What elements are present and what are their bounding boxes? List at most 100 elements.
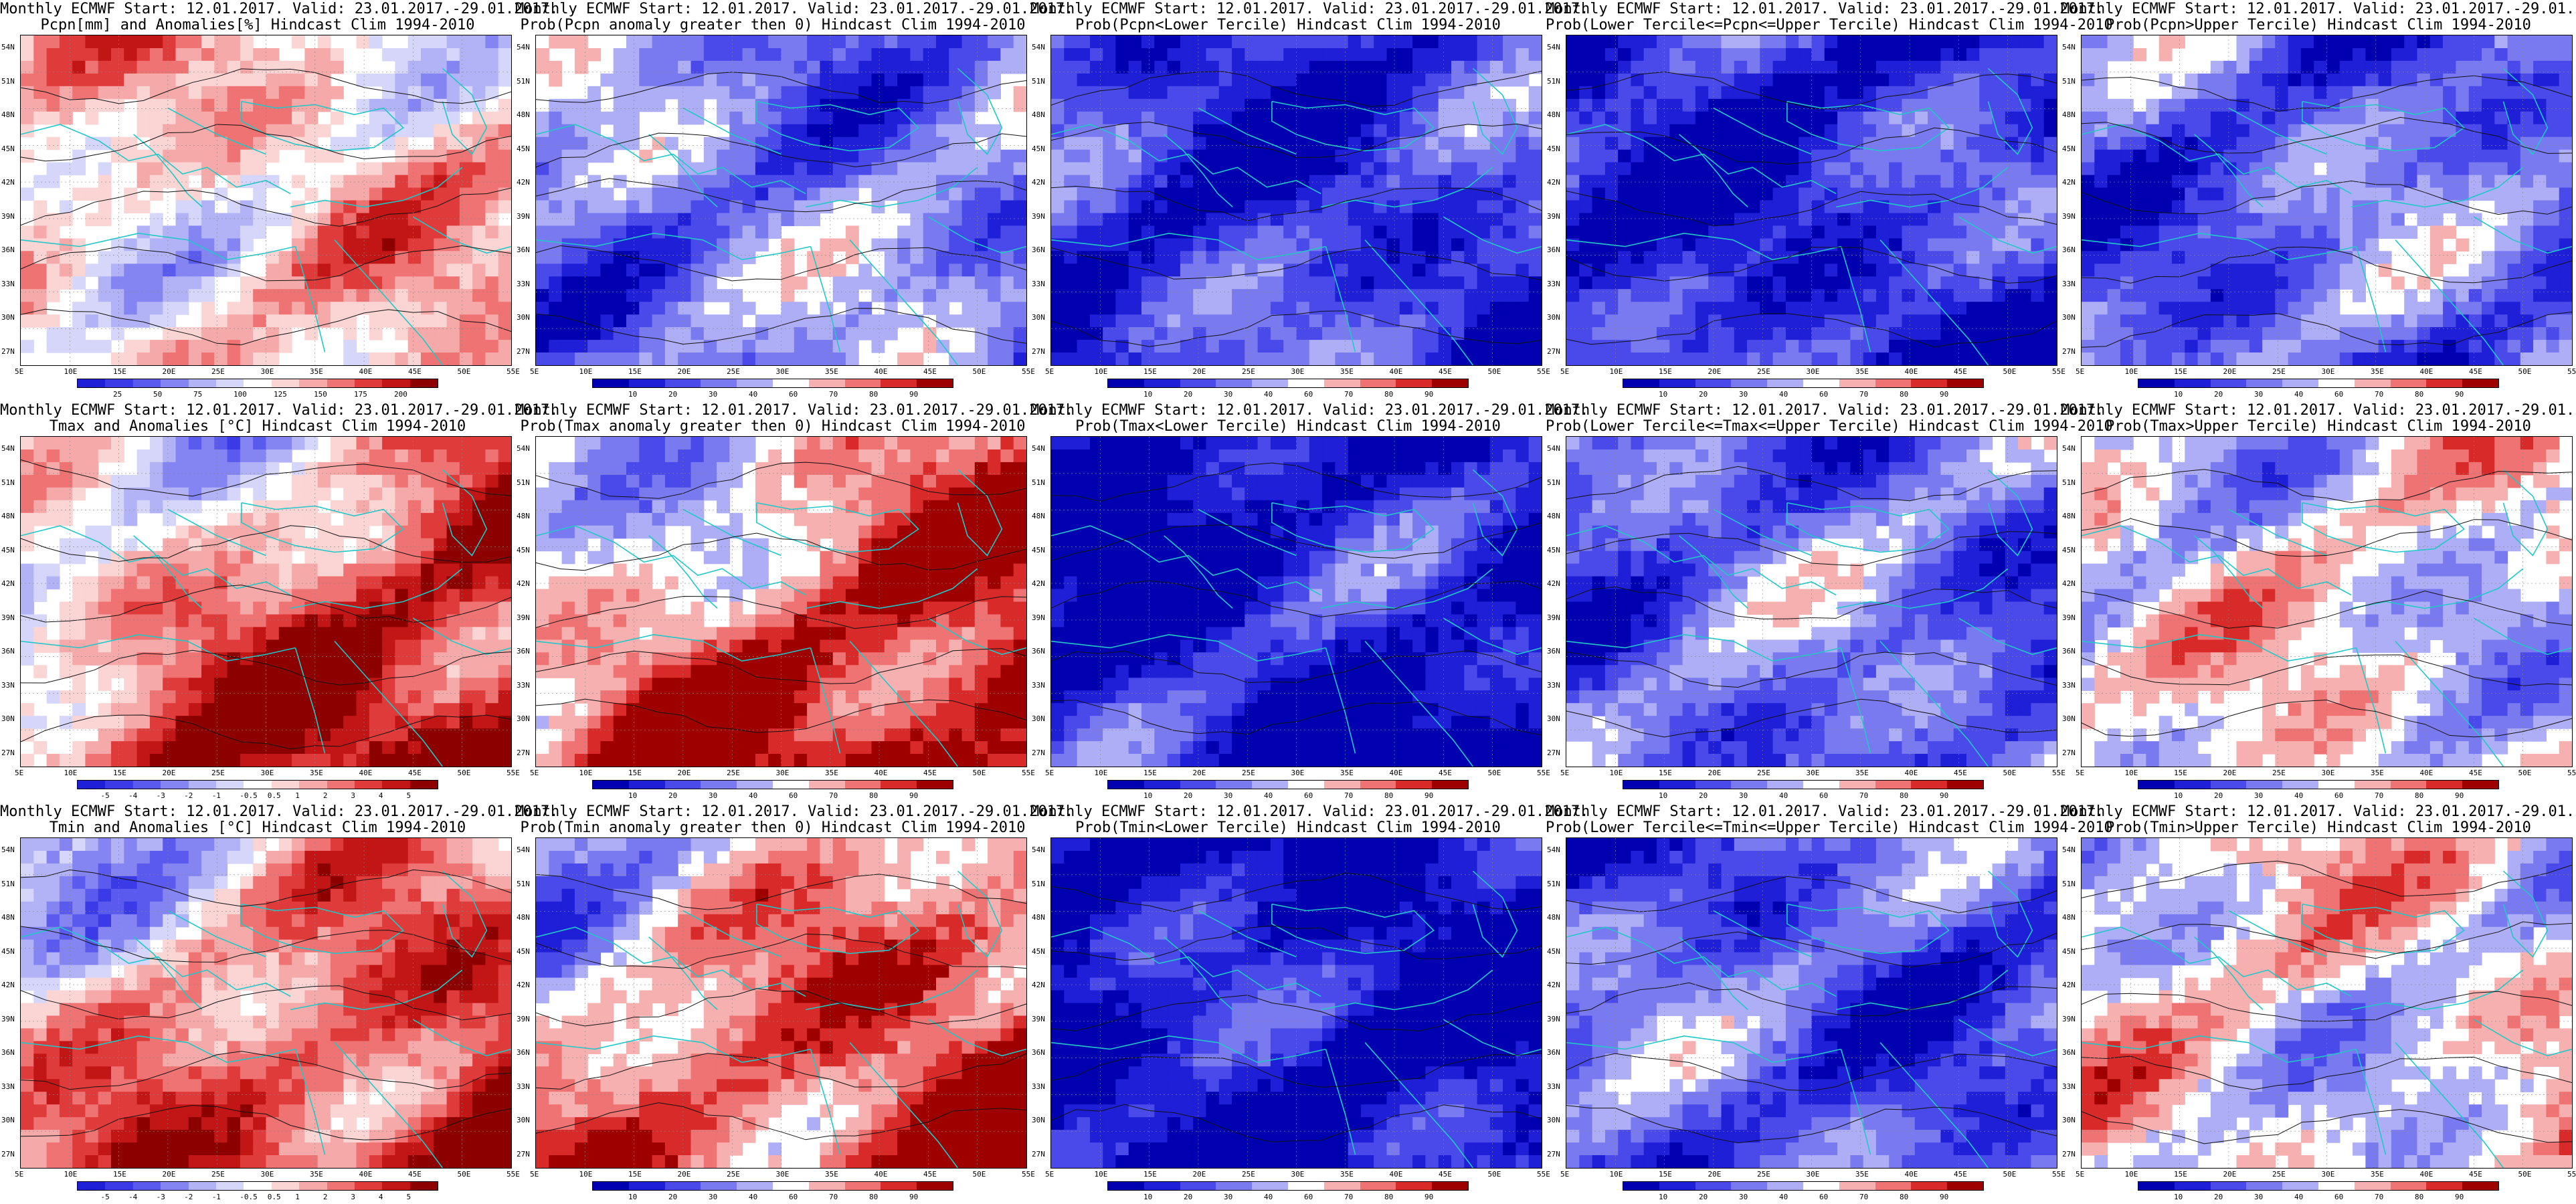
shading-cell <box>2520 48 2534 62</box>
shading-cell <box>1503 264 1516 277</box>
colorbar-swatch <box>593 379 629 387</box>
shading-cell <box>266 437 280 450</box>
shading-cell <box>1760 225 1774 239</box>
shading-cell <box>2120 213 2134 227</box>
shading-cell <box>2031 314 2045 328</box>
shading-cell <box>884 251 898 264</box>
shading-cell <box>240 353 254 365</box>
latitude-tick-label: 48N <box>517 110 530 120</box>
shading-cell <box>1077 213 1091 227</box>
shading-cell <box>2185 264 2199 277</box>
shading-cell <box>1089 200 1103 214</box>
shading-cell <box>794 276 808 290</box>
shading-cell <box>2533 136 2547 150</box>
shading-cell <box>1386 136 1400 150</box>
shading-cell <box>2120 111 2134 125</box>
shading-cell <box>227 251 241 264</box>
shading-cell <box>1643 251 1657 264</box>
shading-cell <box>2197 353 2211 365</box>
shading-cell <box>1940 111 1954 125</box>
shading-cell <box>1051 111 1065 125</box>
shading-cell <box>1940 124 1954 138</box>
shading-cell <box>664 353 678 365</box>
shading-cell <box>781 35 795 49</box>
colorbar-swatch <box>105 379 133 387</box>
shading-cell <box>2443 73 2456 87</box>
shading-cell <box>2275 48 2289 62</box>
shading-cell <box>1309 175 1323 189</box>
shading-cell <box>2456 353 2470 365</box>
shading-cell <box>227 124 241 138</box>
shading-cell <box>2378 86 2392 100</box>
shading-cell <box>858 35 872 49</box>
shading-cell <box>2391 73 2405 87</box>
shading-cell <box>2288 48 2302 62</box>
shading-cell <box>2107 149 2121 163</box>
shading-cell <box>1000 327 1014 340</box>
shading-cell <box>1089 162 1103 176</box>
shading-cell <box>1245 276 1259 290</box>
shading-cell <box>1721 111 1735 125</box>
shading-cell <box>2300 98 2314 112</box>
map-svg <box>1566 35 2057 365</box>
shading-cell <box>755 48 769 62</box>
shading-cell <box>2043 73 2057 87</box>
shading-cell <box>949 213 963 227</box>
shading-cell <box>884 35 898 49</box>
shading-cell <box>923 73 937 87</box>
shading-cell <box>1000 289 1014 302</box>
shading-cell <box>2520 314 2534 328</box>
shading-cell <box>1515 187 1530 201</box>
shading-cell <box>1477 111 1491 125</box>
shading-cell <box>175 437 189 450</box>
shading-cell <box>1785 111 1799 125</box>
shading-cell <box>1760 302 1774 315</box>
shading-cell <box>33 251 48 264</box>
shading-cell <box>717 340 730 353</box>
shading-cell <box>1979 225 1993 239</box>
shading-cell <box>1669 238 1683 252</box>
shading-cell <box>2094 136 2108 150</box>
shading-cell <box>1425 289 1439 302</box>
shading-cell <box>832 35 846 49</box>
shading-cell <box>369 175 383 189</box>
shading-cell <box>794 353 808 365</box>
colorbar-label: 60 <box>1304 390 1313 399</box>
shading-cell <box>317 149 331 163</box>
longitude-tick-label: 45E <box>923 367 937 376</box>
shading-cell <box>124 48 138 62</box>
shading-cell <box>111 314 124 328</box>
shading-cell <box>2288 353 2302 365</box>
shading-cell <box>988 162 1001 176</box>
colorbar <box>1107 379 1469 388</box>
shading-cell <box>1734 200 1748 214</box>
shading-cell <box>175 35 189 49</box>
shading-cell <box>2404 200 2418 214</box>
shading-cell <box>1103 314 1117 328</box>
shading-cell <box>691 48 705 62</box>
shading-cell <box>2482 276 2495 290</box>
shading-cell <box>1180 60 1194 74</box>
shading-cell <box>266 251 280 264</box>
shading-cell <box>2429 238 2444 252</box>
shading-cell <box>2546 302 2560 315</box>
shading-cell <box>2210 353 2224 365</box>
shading-cell <box>240 73 254 87</box>
shading-cell <box>1425 136 1439 150</box>
shading-cell <box>1232 136 1245 150</box>
shading-cell <box>1824 327 1838 340</box>
shading-cell <box>98 340 112 353</box>
shading-cell <box>2429 136 2444 150</box>
shading-cell <box>1566 302 1580 315</box>
shading-cell <box>1477 264 1491 277</box>
shading-cell <box>678 35 692 49</box>
shading-cell <box>1425 111 1439 125</box>
shading-cell <box>1503 340 1516 353</box>
shading-cell <box>1850 251 1864 264</box>
shading-cell <box>1657 225 1670 239</box>
shading-cell <box>807 327 820 340</box>
shading-cell <box>111 353 124 365</box>
shading-cell <box>382 437 395 450</box>
coastline <box>21 124 291 195</box>
shading-cell <box>434 437 448 450</box>
